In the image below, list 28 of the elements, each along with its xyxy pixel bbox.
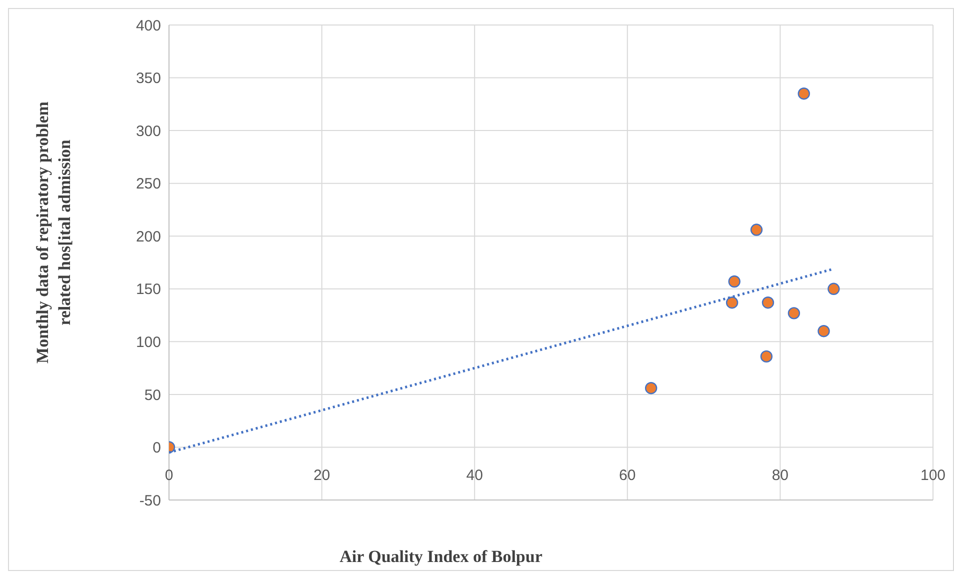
x-tick-label: 40 (466, 467, 483, 484)
point (798, 88, 810, 100)
x-tick-label: 100 (920, 467, 946, 484)
point (762, 296, 774, 309)
y-tick-label: 250 (136, 176, 161, 193)
y-tick-label: 200 (136, 228, 161, 246)
y-tick-label: 150 (136, 281, 161, 298)
y-tick-label: 350 (136, 70, 161, 88)
x-tick-label: 20 (313, 467, 330, 484)
y-tick-label: 100 (136, 334, 161, 351)
point (750, 224, 763, 236)
y-tick-label: 50 (144, 386, 161, 404)
y-axis-title: Monthly data of repiratory problem related hos[ital admission (33, 102, 74, 364)
point (760, 350, 773, 363)
x-tick-label: 0 (164, 467, 174, 484)
point (726, 296, 738, 309)
x-tick-label: 80 (772, 467, 789, 484)
y-tick-label: 400 (136, 17, 161, 34)
x-axis-title: Air Quality Index of Bolpur (340, 547, 543, 566)
point (828, 282, 840, 295)
x-tick-label: 60 (619, 467, 636, 484)
point (644, 382, 658, 394)
y-tick-label: 0 (152, 440, 161, 457)
point (818, 325, 830, 338)
point (728, 275, 740, 288)
point (788, 307, 800, 320)
y-tick-label: 300 (136, 122, 161, 140)
y-tick-label: -50 (139, 492, 161, 510)
